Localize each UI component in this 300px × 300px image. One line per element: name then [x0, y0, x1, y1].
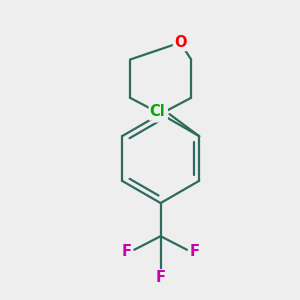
Text: O: O — [174, 35, 186, 50]
Text: F: F — [122, 244, 132, 259]
Text: N: N — [154, 106, 167, 122]
Text: F: F — [190, 244, 200, 259]
Text: Cl: Cl — [150, 104, 166, 119]
Text: F: F — [156, 270, 166, 285]
